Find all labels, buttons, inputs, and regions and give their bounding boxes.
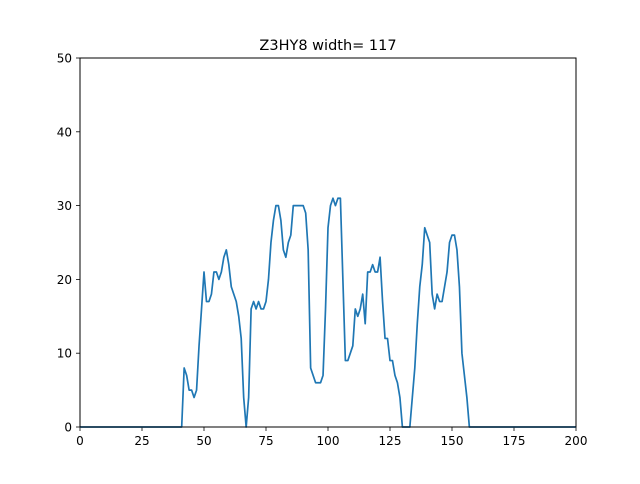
- y-tick-label: 30: [57, 199, 72, 213]
- x-tick-label: 50: [196, 434, 211, 448]
- x-tick-label: 125: [379, 434, 402, 448]
- series-layer: [80, 197, 576, 428]
- x-tick-label: 75: [258, 434, 273, 448]
- y-tick-label: 40: [57, 125, 72, 139]
- x-tick-label: 200: [565, 434, 588, 448]
- x-tick-label: 100: [317, 434, 340, 448]
- x-tick-label: 25: [134, 434, 149, 448]
- plot-frame: [79, 57, 577, 428]
- x-tick-label: 0: [76, 434, 84, 448]
- y-tick-label: 20: [57, 273, 72, 287]
- y-tick-label: 0: [64, 421, 72, 435]
- axis-ticks: 0 25 50 75 100 125 150 175 200 0 10 20 30 40 50: [57, 52, 588, 449]
- y-tick-label: 50: [57, 52, 72, 66]
- y-tick-label: 10: [57, 347, 72, 361]
- chart-title: Z3HY8 width= 117: [259, 38, 396, 54]
- x-tick-label: 175: [503, 434, 526, 448]
- x-tick-label: 150: [441, 434, 464, 448]
- series-line: [80, 197, 576, 428]
